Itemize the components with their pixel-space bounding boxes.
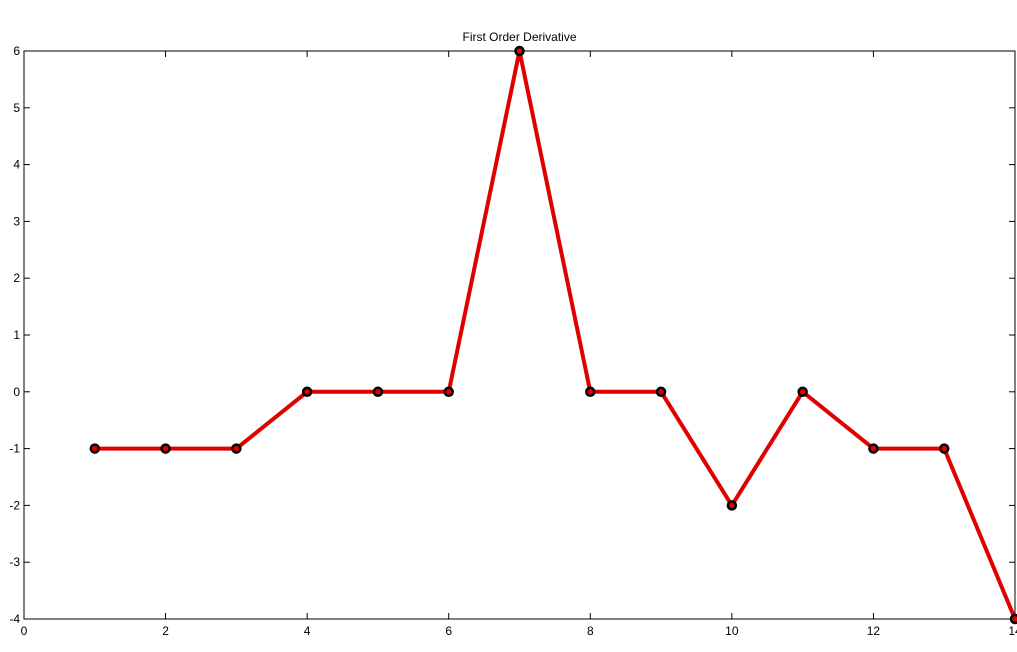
data-point <box>868 443 879 454</box>
data-point <box>585 386 596 398</box>
data-point <box>443 386 454 398</box>
x-tick-label: 8 <box>587 624 594 638</box>
data-point <box>938 443 950 454</box>
y-tick-label: 6 <box>13 44 20 58</box>
y-tick-label: 2 <box>13 271 20 285</box>
y-tick-label: 3 <box>13 214 20 228</box>
y-tick-label: 4 <box>13 158 20 172</box>
x-tick-label: 0 <box>21 624 28 638</box>
y-tick-label: 0 <box>13 385 20 399</box>
x-tick-label: 10 <box>725 624 739 638</box>
data-point <box>514 45 525 57</box>
y-tick-label: -2 <box>9 498 20 512</box>
axes-frame <box>23 50 1016 620</box>
y-tick-label: 1 <box>13 328 20 342</box>
x-tick-label: 14 <box>1008 624 1017 638</box>
x-tick-label: 2 <box>162 624 169 638</box>
x-tick-label: 6 <box>445 624 452 638</box>
y-tick-label: -3 <box>9 555 20 569</box>
data-point <box>1009 613 1017 625</box>
data-point <box>797 386 808 398</box>
x-tick-label: 4 <box>304 624 311 638</box>
x-tick-label: 12 <box>867 624 881 638</box>
data-point <box>301 386 313 398</box>
y-tick-label: 5 <box>13 101 20 115</box>
series-line <box>92 49 1017 621</box>
chart-title: First Order Derivative <box>462 30 576 44</box>
data-point <box>655 386 667 398</box>
data-point <box>726 500 738 511</box>
data-point <box>231 443 242 454</box>
data-point <box>372 386 384 398</box>
y-tick-label: -4 <box>9 612 20 626</box>
data-point <box>160 443 171 454</box>
y-tick-label: -1 <box>9 442 20 456</box>
data-point <box>89 443 101 454</box>
